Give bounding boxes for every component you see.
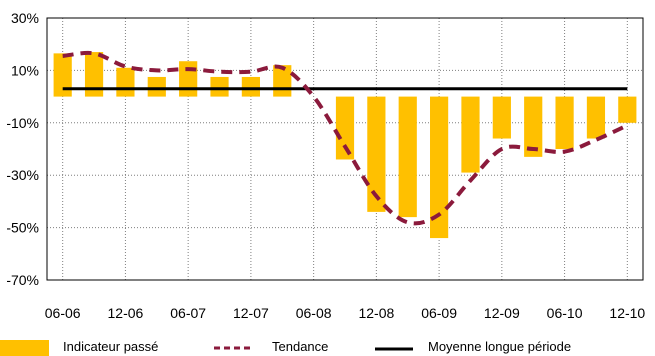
bar-09-06 xyxy=(84,52,104,97)
legend-swatch-indicateur-passe xyxy=(0,340,49,356)
bar-09-08 xyxy=(335,96,355,160)
bar-03-07 xyxy=(147,76,166,97)
bar-03-09 xyxy=(398,96,417,218)
legend-label-indicateur-passe: Indicateur passé xyxy=(63,339,158,354)
bar-12-07 xyxy=(241,76,260,97)
bar-12-09 xyxy=(492,96,511,139)
x-tick-label: 06-08 xyxy=(296,305,332,321)
bar-06-09 xyxy=(430,96,449,239)
legend-label-tendance: Tendance xyxy=(272,339,328,354)
x-tick-label: 06-07 xyxy=(170,305,206,321)
x-axis-ticks: 06-06 12-06 06-07 12-07 06-08 12-08 06-09 12-09… xyxy=(45,305,646,321)
y-tick-label: -30% xyxy=(6,167,39,183)
x-tick-label: 12-09 xyxy=(484,305,520,321)
bar-09-09 xyxy=(461,96,480,173)
y-tick-label: 30% xyxy=(11,10,39,26)
bar-12-06 xyxy=(116,67,135,97)
x-tick-label: 06-06 xyxy=(45,305,81,321)
bar-06-07 xyxy=(179,61,198,97)
legend: Indicateur passé Tendance Moyenne longue… xyxy=(0,339,571,356)
line-series-tendance xyxy=(62,50,629,226)
bar-09-07 xyxy=(210,76,229,97)
x-tick-label: 12-07 xyxy=(233,305,269,321)
bar-12-08 xyxy=(367,96,386,212)
y-tick-label: -70% xyxy=(6,272,39,288)
x-tick-label: 06-09 xyxy=(421,305,457,321)
y-axis-ticks: 30% 10% -10% -30% -50% -70% xyxy=(6,10,39,288)
y-tick-label: -50% xyxy=(6,220,39,236)
plot-area-border xyxy=(46,17,644,281)
bar-series-indicateur-passe xyxy=(53,52,637,239)
legend-label-moyenne-longue-periode: Moyenne longue période xyxy=(428,339,571,354)
x-tick-label: 12-08 xyxy=(358,305,394,321)
bar-06-10 xyxy=(555,96,574,149)
y-tick-label: 10% xyxy=(11,62,39,78)
x-tick-label: 12-06 xyxy=(108,305,144,321)
bar-09-10 xyxy=(586,96,606,139)
bar-12-10 xyxy=(618,96,637,123)
trend-line xyxy=(62,50,629,226)
bar-06-06 xyxy=(53,53,72,97)
bar-03-10 xyxy=(524,96,543,157)
x-tick-label: 06-10 xyxy=(547,305,583,321)
y-tick-label: -10% xyxy=(6,115,39,131)
x-tick-label: 12-10 xyxy=(609,305,645,321)
